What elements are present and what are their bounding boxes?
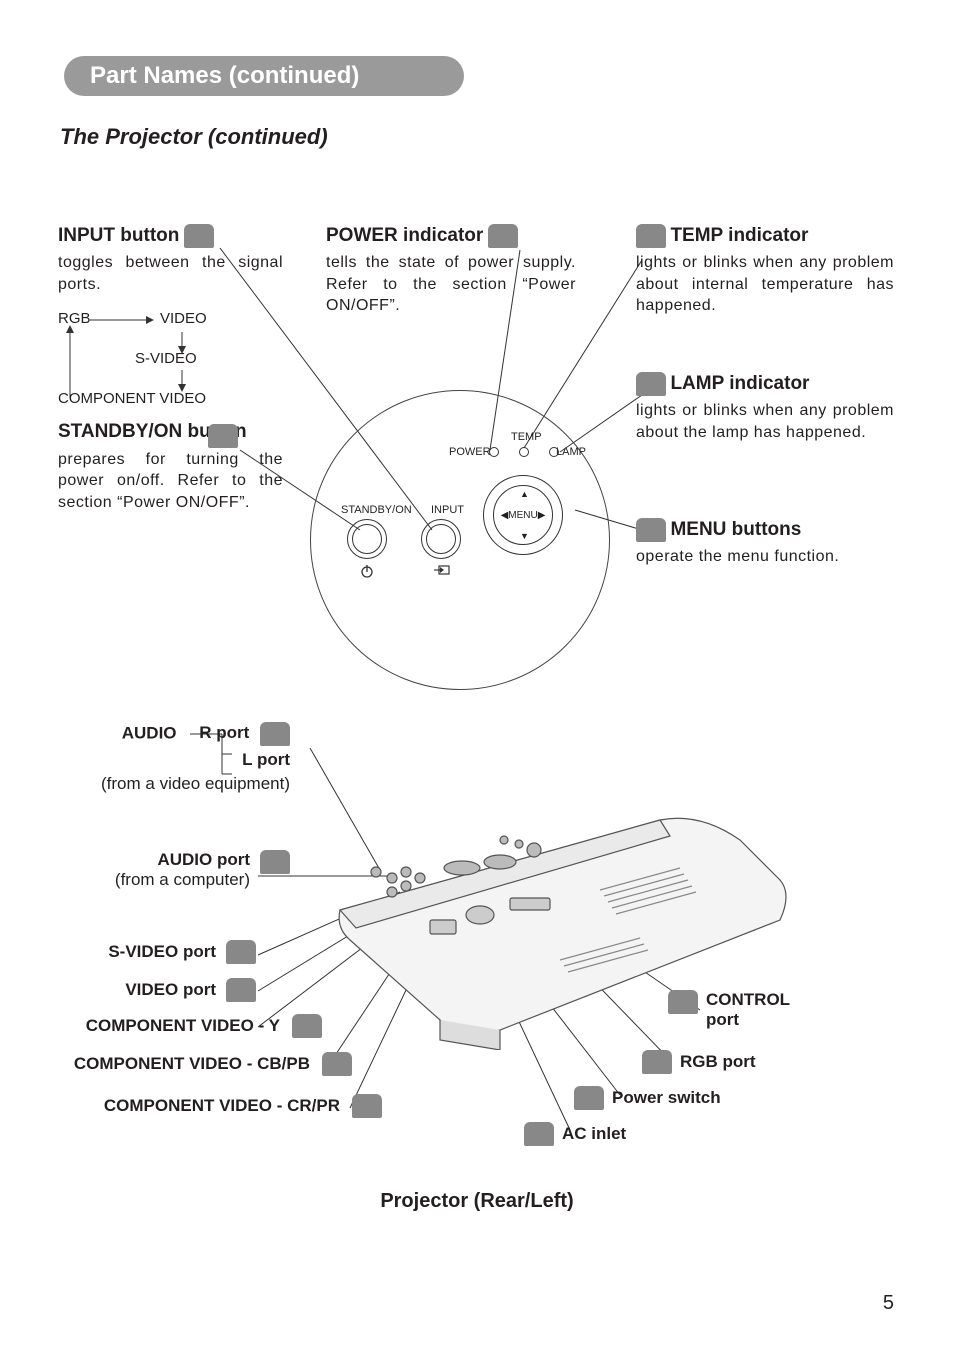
audio-header: AUDIO bbox=[122, 723, 177, 742]
callout-menu-title: MENU buttons bbox=[670, 519, 801, 541]
comp-y: COMPONENT VIDEO - Y bbox=[86, 1016, 280, 1035]
comp-crpr: COMPONENT VIDEO - CR/PR bbox=[104, 1096, 340, 1115]
panel-power-label: POWER bbox=[449, 446, 491, 458]
comp-crpr-label: COMPONENT VIDEO - CR/PR bbox=[40, 1096, 340, 1116]
bookmark-icon bbox=[352, 1094, 382, 1118]
bookmark-icon bbox=[574, 1086, 604, 1110]
bookmark-icon bbox=[636, 372, 666, 396]
bookmark-icon bbox=[292, 1014, 322, 1038]
callout-temp-body: lights or blinks when any problem about … bbox=[636, 252, 894, 317]
bookmark-icon bbox=[322, 1052, 352, 1076]
page-number: 5 bbox=[883, 1292, 894, 1315]
panel-input-label: INPUT bbox=[431, 504, 464, 516]
subheading: The Projector (continued) bbox=[60, 124, 328, 150]
callout-power-body: tells the state of power supply. Refer t… bbox=[326, 252, 576, 317]
callout-lamp-body: lights or blinks when any problem about … bbox=[636, 400, 894, 443]
audio-from-video: (from a video equipment) bbox=[60, 774, 290, 794]
svideo-port: S-VIDEO port bbox=[108, 942, 216, 961]
ac-inlet: AC inlet bbox=[562, 1124, 626, 1143]
comp-y-label: COMPONENT VIDEO - Y bbox=[10, 1016, 280, 1036]
bookmark-icon bbox=[668, 990, 698, 1014]
flow-svideo: S-VIDEO bbox=[135, 350, 197, 367]
flow-component: COMPONENT VIDEO bbox=[58, 390, 206, 407]
standby-button[interactable] bbox=[347, 519, 387, 559]
callout-lamp: LAMP indicator lights or blinks when any… bbox=[636, 372, 894, 443]
ac-inlet-label: AC inlet bbox=[562, 1124, 626, 1144]
arrow-down-icon: ▼ bbox=[520, 531, 529, 541]
control-port-a: CONTROL bbox=[706, 990, 790, 1009]
panel-power-led bbox=[489, 447, 499, 457]
caption-bottom: Projector (Rear/Left) bbox=[0, 1190, 954, 1213]
bookmark-icon bbox=[260, 850, 290, 874]
callout-lamp-title: LAMP indicator bbox=[670, 373, 809, 395]
bookmark-icon bbox=[524, 1122, 554, 1146]
audio-port-label: AUDIO port (from a computer) bbox=[40, 850, 250, 890]
panel-standby-label: STANDBY/ON bbox=[341, 504, 412, 516]
power-switch-label: Power switch bbox=[612, 1088, 721, 1108]
section-header: Part Names (continued) bbox=[64, 56, 464, 96]
callout-input: INPUT button toggles between the signal … bbox=[58, 224, 283, 295]
callout-input-body: toggles between the signal ports. bbox=[58, 252, 283, 295]
panel-lamp-label: LAMP bbox=[556, 446, 586, 458]
bookmark-icon bbox=[226, 978, 256, 1002]
r-port: R port bbox=[181, 723, 249, 743]
power-icon bbox=[359, 563, 375, 579]
svideo-port-label: S-VIDEO port bbox=[40, 942, 216, 962]
video-port: VIDEO port bbox=[125, 980, 216, 999]
bookmark-icon bbox=[642, 1050, 672, 1074]
bookmark-icon bbox=[636, 518, 666, 542]
arrow-up-icon: ▲ bbox=[520, 489, 529, 499]
bookmark-icon bbox=[636, 224, 666, 248]
bookmark-icon bbox=[184, 224, 214, 248]
bookmark-icon bbox=[488, 224, 518, 248]
callout-menu: MENU buttons operate the menu function. bbox=[636, 518, 894, 568]
menu-disc-mid[interactable]: ◀MENU▶ ▲ ▼ bbox=[493, 485, 553, 545]
input-icon bbox=[433, 563, 451, 577]
standby-button-inner bbox=[352, 524, 382, 554]
audio-rl-ports: AUDIO R port L port (from a video equipm… bbox=[60, 722, 290, 794]
callout-temp-title: TEMP indicator bbox=[670, 225, 808, 247]
bookmark-icon bbox=[226, 940, 256, 964]
audio-from-computer: (from a computer) bbox=[40, 870, 250, 890]
callout-power: POWER indicator tells the state of power… bbox=[326, 224, 576, 317]
control-panel: POWER TEMP LAMP STANDBY/ON INPUT ◀MENU▶ bbox=[310, 390, 610, 690]
input-button[interactable] bbox=[421, 519, 461, 559]
flow-rgb: RGB bbox=[58, 310, 91, 327]
comp-cbpb: COMPONENT VIDEO - CB/PB bbox=[74, 1054, 310, 1073]
rgb-port-label: RGB port bbox=[680, 1052, 756, 1072]
panel-temp-label: TEMP bbox=[511, 431, 542, 443]
video-port-label: VIDEO port bbox=[40, 980, 216, 1000]
rgb-port: RGB port bbox=[680, 1052, 756, 1071]
input-button-inner bbox=[426, 524, 456, 554]
audio-port: AUDIO port bbox=[157, 850, 250, 869]
callout-menu-body: operate the menu function. bbox=[636, 546, 894, 568]
panel-lamp-led bbox=[549, 447, 559, 457]
callout-standby: STANDBY/ON button prepares for turning t… bbox=[58, 422, 283, 514]
bookmark-icon bbox=[260, 722, 290, 746]
menu-disc-outer: ◀MENU▶ ▲ ▼ bbox=[483, 475, 563, 555]
callout-standby-body: prepares for turning the power on/off. R… bbox=[58, 449, 283, 514]
callout-temp: TEMP indicator lights or blinks when any… bbox=[636, 224, 894, 317]
power-switch: Power switch bbox=[612, 1088, 721, 1107]
callout-input-title: INPUT button bbox=[58, 225, 179, 247]
flow-video: VIDEO bbox=[160, 310, 207, 327]
comp-cbpb-label: COMPONENT VIDEO - CB/PB bbox=[10, 1054, 310, 1074]
l-port: L port bbox=[107, 750, 290, 770]
bookmark-icon bbox=[208, 424, 238, 448]
control-port-label: CONTROL port bbox=[706, 990, 886, 1030]
callout-power-title: POWER indicator bbox=[326, 225, 483, 247]
panel-temp-led bbox=[519, 447, 529, 457]
control-port-b: port bbox=[706, 1010, 739, 1029]
panel-menu-label: ◀MENU▶ bbox=[501, 510, 546, 521]
section-header-text: Part Names (continued) bbox=[90, 62, 359, 90]
